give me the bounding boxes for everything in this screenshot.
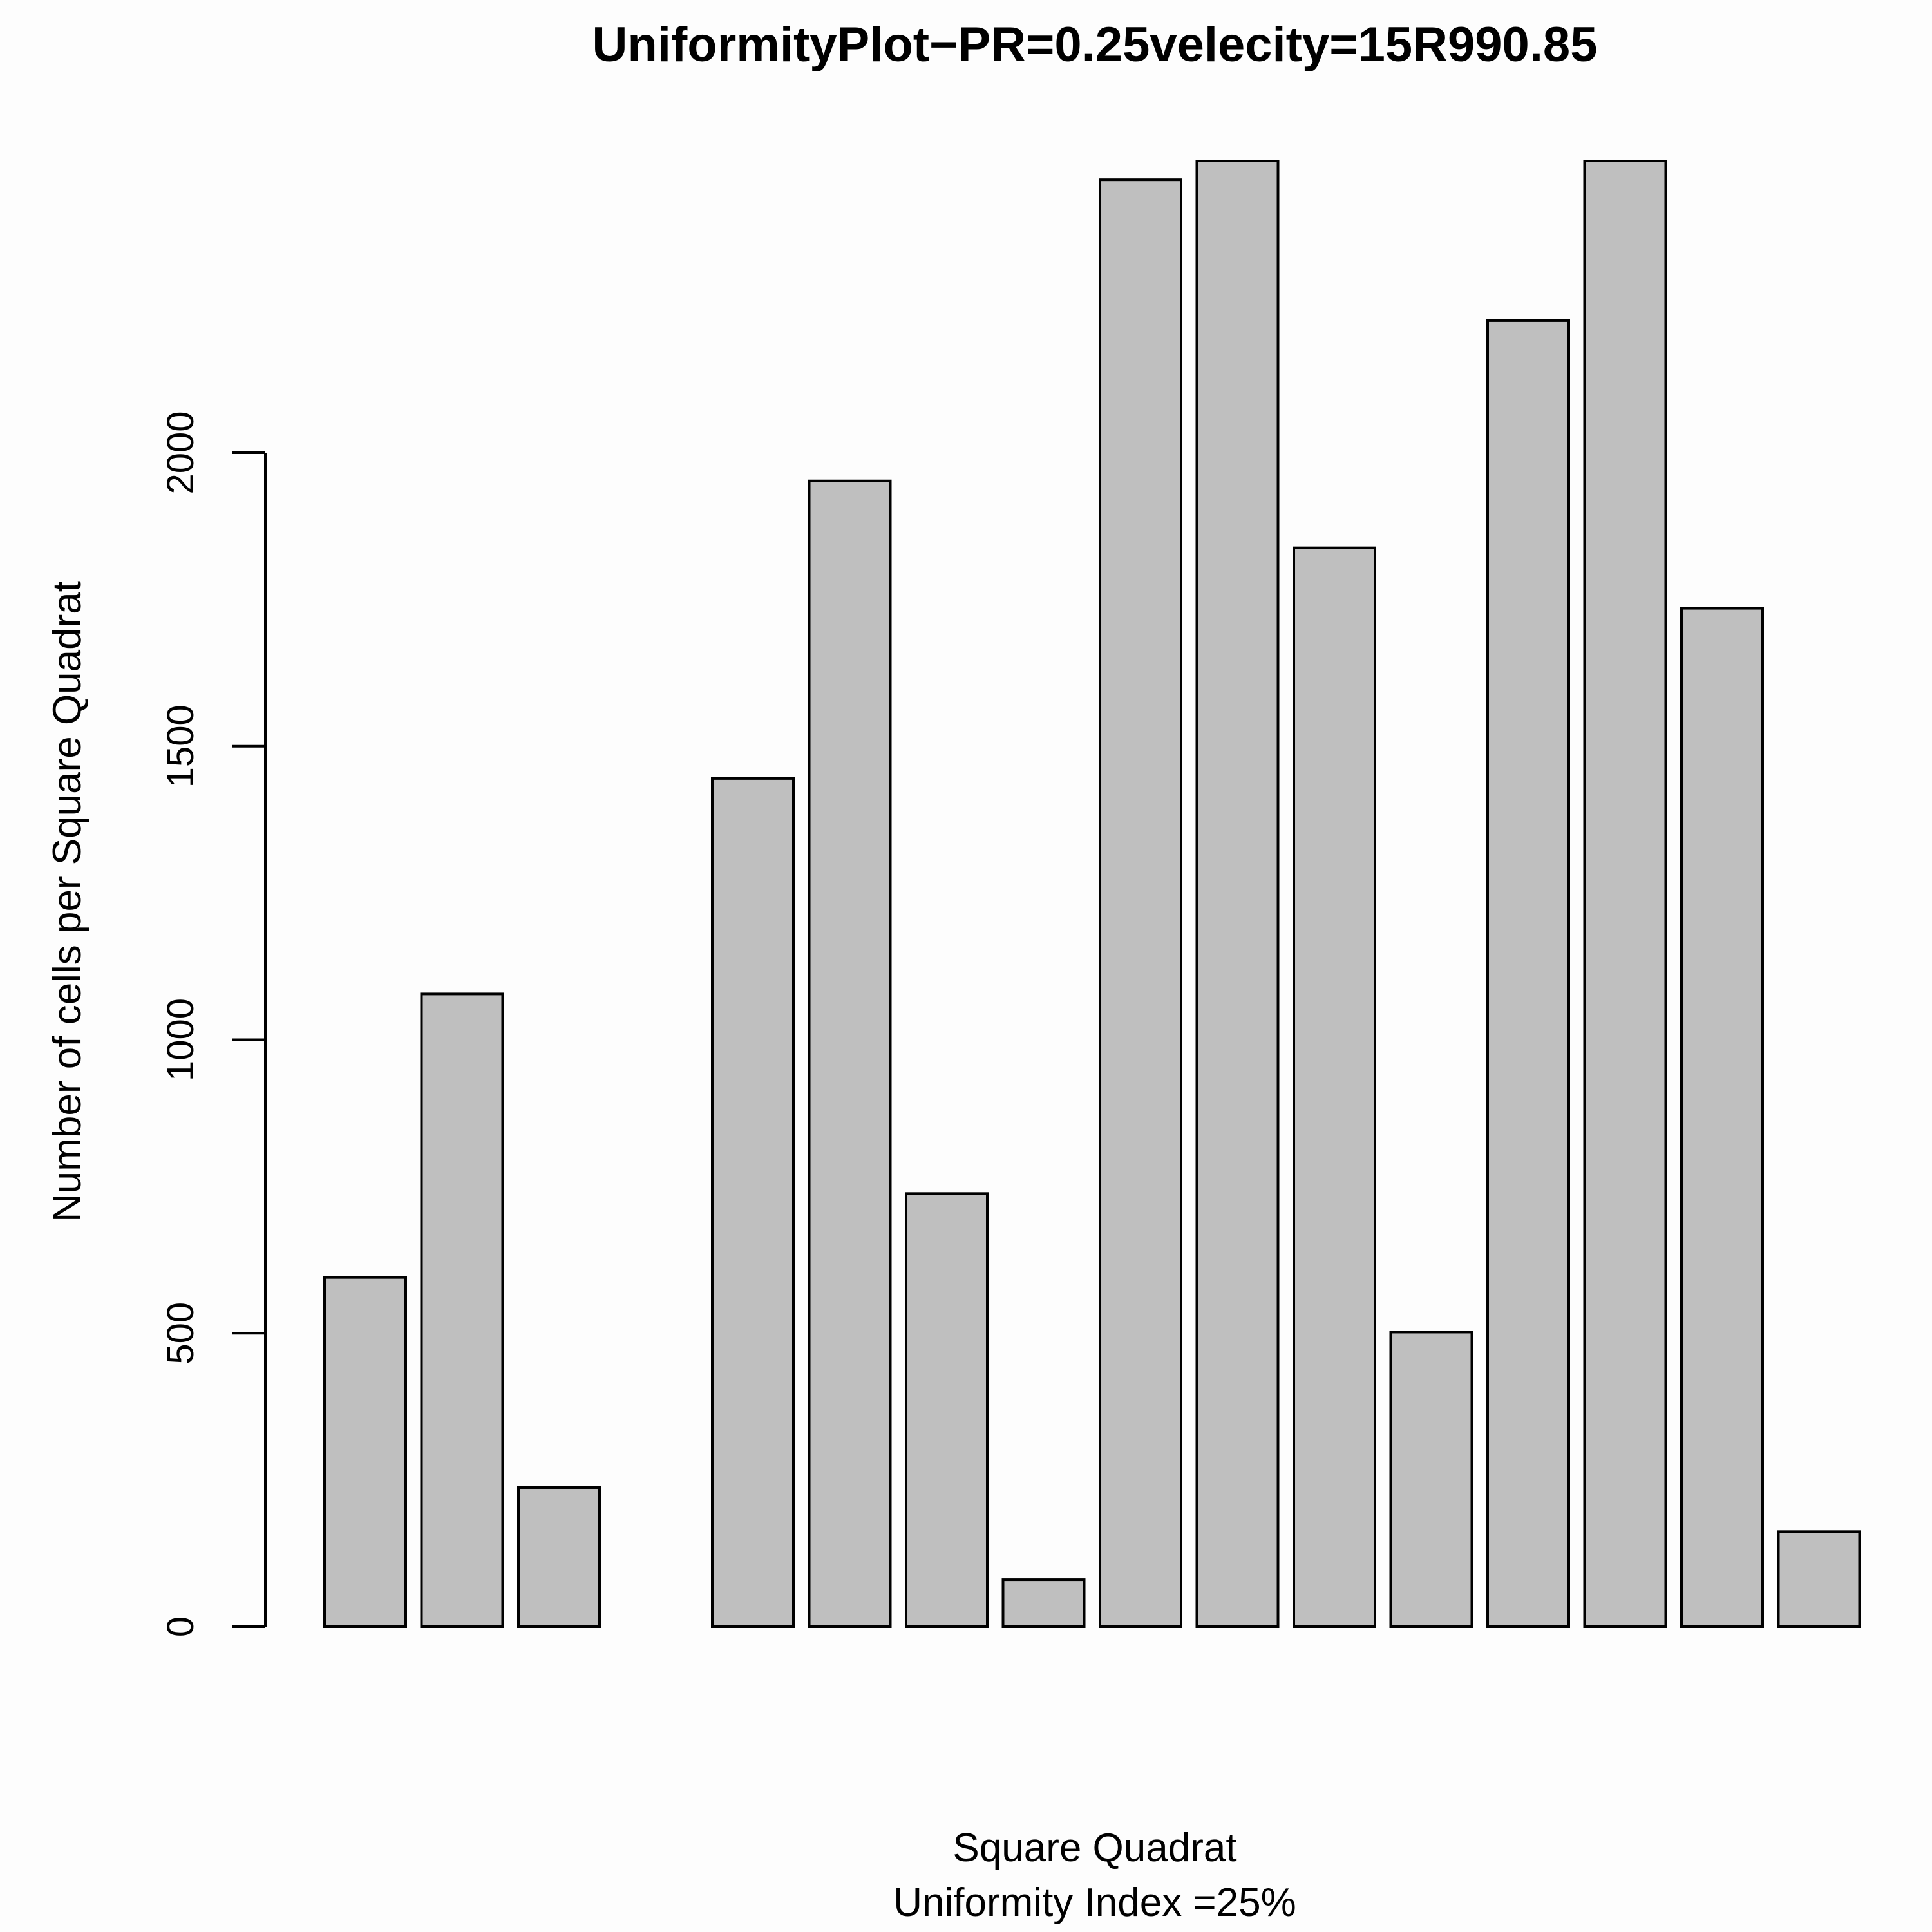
bar-7: [905, 1192, 989, 1629]
x-axis-label: Square Quadrat: [952, 1826, 1236, 1870]
bars-group: [323, 160, 1861, 1629]
bar-13: [1486, 319, 1570, 1629]
bar-16: [1777, 1530, 1861, 1628]
bar-15: [1680, 607, 1764, 1629]
y-tick-label-1000: 1000: [160, 998, 202, 1081]
y-axis: 0 500 1000 1500 2000: [160, 411, 267, 1637]
y-tick-label-0: 0: [160, 1616, 202, 1637]
y-tick-label-2000: 2000: [160, 411, 202, 494]
y-tick-label-500: 500: [160, 1302, 202, 1365]
y-ticks: 0 500 1000 1500 2000: [160, 411, 265, 1637]
y-axis-label: Number of cells per Square Quadrat: [45, 581, 90, 1222]
bar-5: [711, 777, 795, 1628]
bar-6: [808, 479, 892, 1628]
y-tick-label-1500: 1500: [160, 705, 202, 788]
bar-14: [1583, 160, 1667, 1628]
chart-subtitle: Uniformity Index =25%: [893, 1880, 1296, 1925]
chart-title: UniformityPlot−PR=0.25velecity=15R990.85: [592, 17, 1598, 72]
bar-1: [323, 1276, 407, 1628]
bar-9: [1099, 178, 1182, 1629]
bar-2: [420, 992, 504, 1628]
bar-10: [1195, 160, 1280, 1628]
bar-3: [517, 1486, 601, 1629]
bar-12: [1389, 1331, 1473, 1629]
bar-11: [1293, 546, 1376, 1628]
bar-8: [1001, 1578, 1086, 1629]
